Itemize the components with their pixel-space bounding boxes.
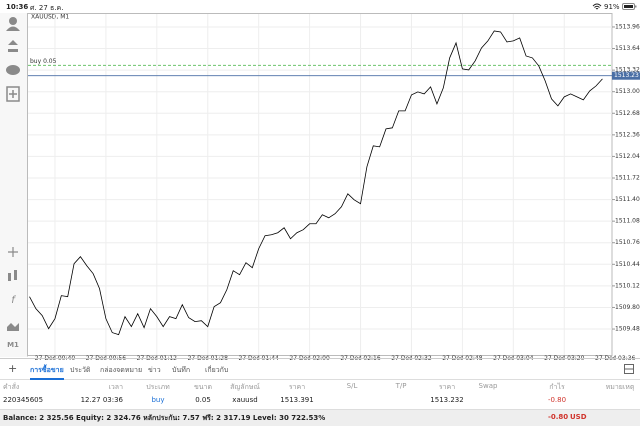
table-header: คำสั่ง เวลา ประเภท ขนาด สัญลักษณ์ ราคา S/L T/P ร… — [0, 379, 640, 391]
toolbar-icons: f M1 — [6, 17, 20, 349]
tab-bar: + การซื้อขาย ประวัติ กล่องจดหมาย ข่าว บันทึก… — [0, 358, 640, 380]
y-tick-label: 1512.360 — [615, 131, 640, 138]
account-summary: Balance: 2 325.56 Equity: 2 324.76 หลักป… — [0, 409, 640, 426]
trade-row[interactable]: 220345605 12.27 03:36 buy 0.05 xauusd 1513.39… — [0, 393, 640, 409]
timeframe[interactable]: M1 — [7, 341, 19, 349]
y-tick-label: 1510.120 — [615, 282, 640, 289]
column-header: คำสั่ง — [3, 383, 20, 391]
wifi-icon — [592, 3, 602, 10]
cell-profit: -0.80 — [547, 396, 567, 404]
panel-icon[interactable] — [624, 364, 634, 374]
objects-icon[interactable] — [7, 323, 19, 331]
tab[interactable]: เกี่ยวกับ — [205, 366, 229, 374]
trade-icon[interactable] — [8, 40, 18, 52]
column-header: หมายเหตุ — [605, 383, 635, 391]
price-label-bg — [612, 71, 640, 80]
cell-type: buy — [151, 396, 165, 404]
y-tick-label: 1509.800 — [615, 304, 640, 311]
account-icon[interactable] — [9, 17, 17, 25]
cell-size: 0.05 — [195, 396, 211, 404]
column-header: กำไร — [549, 383, 565, 391]
cell-symbol: xauusd — [232, 396, 258, 404]
total-profit: -0.80 — [548, 413, 569, 421]
price-line-series — [29, 30, 603, 336]
column-header: ราคา — [288, 383, 306, 391]
tab[interactable]: บันทึก — [172, 366, 191, 374]
column-header: ราคา — [438, 383, 456, 391]
new-order-icon[interactable] — [6, 86, 20, 102]
crosshair-icon[interactable] — [8, 247, 18, 257]
y-tick-label: 1511.080 — [615, 218, 640, 225]
left-toolbar: f M1 — [0, 13, 28, 357]
column-header: เวลา — [108, 383, 123, 391]
tab[interactable]: ข่าว — [148, 366, 161, 374]
y-tick-label: 1512.680 — [615, 110, 640, 117]
tab[interactable]: การซื้อขาย — [30, 365, 64, 380]
add-button[interactable]: + — [8, 362, 18, 375]
clock: 10:36 — [6, 3, 29, 11]
cell-price: 1513.391 — [280, 396, 314, 404]
y-tick-label: 1510.760 — [615, 239, 640, 246]
y-tick-label: 1513.960 — [615, 23, 640, 30]
column-header: ประเภท — [146, 383, 170, 391]
cell-current-price: 1513.232 — [430, 396, 464, 404]
y-tick-label: 1513.320 — [615, 67, 640, 74]
y-tick-label: 1512.040 — [615, 153, 640, 160]
y-tick-label: 1509.480 — [615, 326, 640, 333]
date: ศ. 27 ธ.ค. — [30, 4, 64, 12]
y-tick-label: 1510.440 — [615, 261, 640, 268]
column-header: T/P — [395, 382, 407, 390]
column-header: Swap — [478, 382, 498, 390]
chart-title: XAUUSD, M1 — [31, 14, 69, 21]
chart: XAUUSD, M1 1513.9601513.6401513.3201513.… — [27, 13, 640, 362]
summary-text: Balance: 2 325.56 Equity: 2 324.76 หลักป… — [3, 414, 326, 422]
y-tick-label: 1513.000 — [615, 88, 640, 95]
indicator-icon[interactable]: f — [11, 295, 16, 306]
cell-time: 12.27 03:36 — [80, 396, 123, 404]
y-tick-label: 1511.720 — [615, 174, 640, 181]
plot-frame — [27, 13, 613, 356]
tab[interactable]: ประวัติ — [70, 366, 91, 374]
battery-percent: 91% — [604, 3, 620, 11]
chart-type-icon[interactable] — [8, 273, 11, 281]
currency: USD — [570, 413, 587, 421]
price-label: 1513.237 — [614, 72, 640, 79]
chat-icon[interactable] — [6, 65, 20, 75]
column-header: ขนาด — [193, 383, 213, 391]
order-label: buy 0.05 — [30, 58, 57, 65]
cell-order: 220345605 — [3, 396, 44, 404]
y-tick-label: 1513.640 — [615, 45, 640, 52]
battery-icon — [622, 3, 637, 10]
tab[interactable]: กล่องจดหมาย — [100, 366, 143, 374]
column-header: S/L — [346, 382, 358, 390]
column-header: สัญลักษณ์ — [230, 383, 260, 391]
y-tick-label: 1511.400 — [615, 196, 640, 203]
status-bar: 10:36 ศ. 27 ธ.ค. 91% — [0, 0, 640, 13]
